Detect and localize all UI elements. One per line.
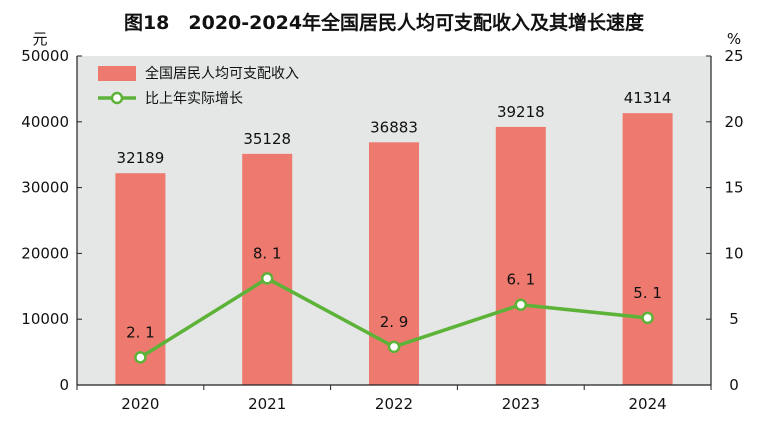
x-tick-label: 2024 bbox=[629, 395, 667, 413]
bar-2021 bbox=[242, 153, 293, 385]
left-tick-label: 20000 bbox=[21, 244, 69, 262]
legend-bar-label: 全国居民人均可支配收入 bbox=[145, 65, 299, 82]
bar-value-label: 36883 bbox=[370, 118, 418, 136]
bar-value-label: 35128 bbox=[243, 130, 291, 148]
left-tick-label: 50000 bbox=[21, 47, 69, 65]
right-tick-label: 15 bbox=[724, 179, 743, 197]
right-tick-label: 10 bbox=[724, 244, 743, 262]
plot-area: 32189 35128 36883 39218 41314 2. 1 8. 1 2. 9 6. … bbox=[21, 47, 743, 413]
left-tick-label: 0 bbox=[59, 376, 69, 394]
x-tick-label: 2022 bbox=[375, 395, 413, 413]
left-tick-label: 30000 bbox=[21, 179, 69, 197]
right-axis-unit: % bbox=[727, 30, 741, 48]
right-tick-label: 0 bbox=[729, 376, 739, 394]
bar-value-label: 41314 bbox=[624, 89, 672, 107]
bar-2020 bbox=[115, 173, 166, 385]
growth-point-2020 bbox=[134, 351, 147, 364]
x-tick-label: 2020 bbox=[121, 395, 159, 413]
right-tick-label: 5 bbox=[729, 310, 739, 328]
legend-line-marker bbox=[110, 91, 124, 105]
right-tick-label: 20 bbox=[724, 113, 743, 131]
left-tick-label: 40000 bbox=[21, 113, 69, 131]
growth-value-label: 2. 1 bbox=[126, 323, 155, 341]
growth-point-2021 bbox=[260, 272, 274, 285]
legend-bar-swatch bbox=[98, 66, 136, 81]
right-tick-label: 25 bbox=[724, 47, 743, 65]
bar-2024 bbox=[622, 113, 673, 386]
left-axis-unit: 元 bbox=[32, 30, 47, 48]
bar-2023 bbox=[495, 126, 546, 385]
growth-value-label: 6. 1 bbox=[506, 271, 535, 289]
bar-value-label: 32189 bbox=[117, 149, 165, 167]
x-tick-label: 2021 bbox=[248, 395, 286, 413]
growth-value-label: 5. 1 bbox=[633, 284, 662, 302]
growth-value-label: 8. 1 bbox=[253, 244, 282, 262]
growth-point-2023 bbox=[514, 298, 528, 311]
growth-point-2024 bbox=[641, 311, 654, 325]
growth-point-2022 bbox=[387, 340, 401, 354]
x-tick-label: 2023 bbox=[502, 395, 540, 413]
legend-line-label: 比上年实际增长 bbox=[145, 91, 243, 107]
growth-value-label: 2. 9 bbox=[380, 313, 409, 331]
chart-title: 图18 2020-2024年全国居民人均可支配收入及其增长速度 bbox=[124, 11, 645, 34]
bar-value-label: 39218 bbox=[497, 103, 545, 121]
left-tick-label: 10000 bbox=[21, 310, 69, 328]
